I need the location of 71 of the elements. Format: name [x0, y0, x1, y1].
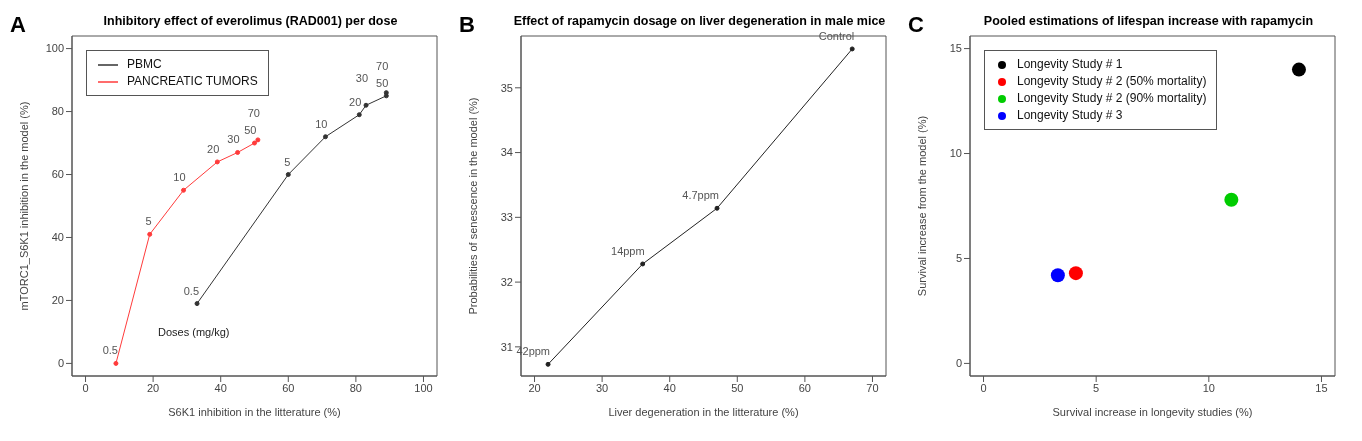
y-axis-title: mTORC1_S6K1 inhibition in the model (%) [17, 101, 30, 311]
annotation: 0.5 [183, 284, 200, 297]
point [1224, 192, 1239, 207]
legend-label: PBMC [127, 56, 162, 73]
y-tick-label: 40 [51, 231, 64, 244]
text: A [10, 12, 26, 38]
y-tick-label: 15 [949, 42, 962, 55]
legend-label: Longevity Study # 1 [1017, 56, 1123, 73]
y-tick-label: 0 [955, 357, 962, 370]
x-tick-label: 60 [798, 381, 812, 394]
annotation: 50 [376, 76, 389, 89]
chart-title: Inhibitory effect of everolimus (RAD001) per dose [102, 14, 399, 28]
x-tick-label: 80 [349, 381, 363, 394]
annotation: 0.5 [102, 344, 118, 357]
text: B [459, 12, 475, 38]
annotation: 4.7ppm [682, 189, 720, 202]
annotation: 5 [145, 215, 152, 228]
annotation: 70 [376, 59, 389, 72]
legend-label: Longevity Study # 3 [1017, 107, 1123, 124]
y-axis-title: Probabilities of senescence in the model (%) [466, 97, 479, 315]
x-tick-label: 20 [528, 381, 541, 394]
x-tick-label: 100 [414, 381, 433, 394]
y-tick-label: 32 [500, 276, 513, 288]
x-tick-label: 0 [980, 381, 987, 394]
chart-title: Pooled estimations of lifespan increase with rapamycin [982, 14, 1315, 28]
legend-label: PANCREATIC TUMORS [127, 73, 258, 90]
y-tick-label: 60 [51, 168, 64, 181]
y-tick-label: 80 [51, 105, 64, 118]
y-tick-label: 34 [500, 146, 513, 159]
y-tick-label: 0 [57, 357, 64, 370]
x-tick-label: 30 [595, 381, 609, 394]
x-axis-title: S6K1 inhibition in the litterature (%) [168, 406, 341, 418]
annotation: 20 [207, 142, 220, 155]
chart-title: Effect of rapamycin dosage on liver degeneration in male mice [512, 14, 887, 28]
x-tick-label: 5 [1093, 381, 1100, 394]
text: C [908, 12, 924, 38]
x-tick-label: 20 [146, 381, 160, 394]
y-tick-label: 31 [500, 340, 513, 353]
x-axis-title: Liver degeneration in the litterature (%) [608, 406, 799, 418]
annotation: Doses (mg/kg) [158, 326, 230, 338]
y-axis-title: Survival increase from the model (%) [915, 115, 928, 297]
y-tick-label: 5 [955, 252, 962, 265]
annotation: Control [818, 29, 855, 42]
annotation: 50 [244, 124, 257, 137]
y-tick-label: 20 [51, 294, 64, 307]
annotation: 5 [284, 155, 291, 168]
point [1068, 266, 1083, 281]
point [1050, 268, 1065, 283]
x-tick-label: 50 [731, 381, 744, 394]
y-tick-label: 35 [500, 81, 513, 94]
x-tick-label: 70 [866, 381, 879, 394]
annotation: 30 [355, 72, 369, 85]
annotation: 10 [173, 171, 186, 184]
legend-label: Longevity Study # 2 (90% mortality) [1017, 90, 1207, 107]
x-tick-label: 15 [1315, 381, 1328, 394]
x-tick-label: 0 [82, 381, 89, 394]
y-tick-label: 33 [500, 211, 513, 224]
annotation: 70 [247, 106, 260, 119]
annotation: 20 [349, 95, 362, 108]
y-tick-label: 100 [45, 42, 64, 55]
x-axis-title: Survival increase in longevity studies (%) [1052, 406, 1253, 418]
y-tick-label: 10 [949, 147, 962, 160]
annotation: 30 [227, 133, 240, 146]
x-tick-label: 60 [282, 381, 295, 394]
x-tick-label: 10 [1202, 381, 1215, 394]
annotation: 14ppm [611, 244, 645, 257]
point [1291, 62, 1306, 77]
x-tick-label: 40 [214, 381, 227, 394]
x-tick-label: 40 [663, 381, 676, 394]
legend-label: Longevity Study # 2 (50% mortality) [1017, 73, 1207, 90]
annotation: 10 [315, 117, 328, 130]
